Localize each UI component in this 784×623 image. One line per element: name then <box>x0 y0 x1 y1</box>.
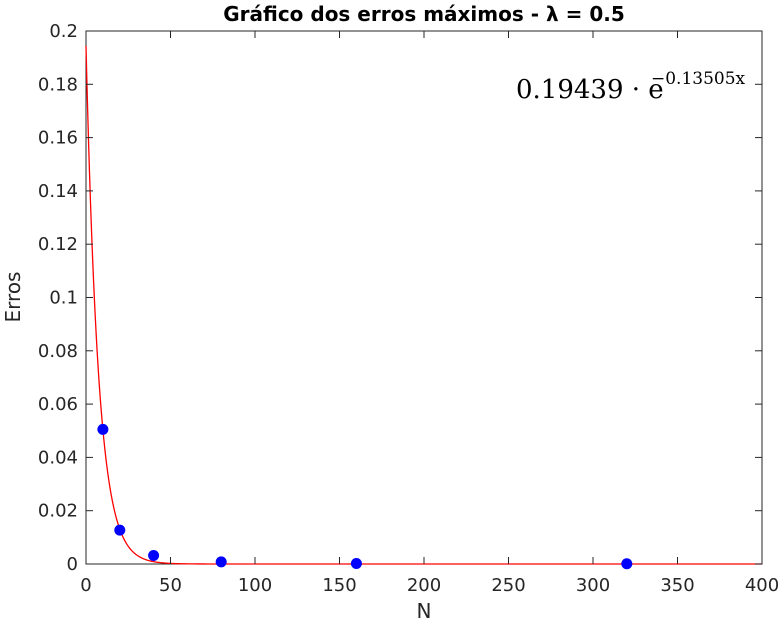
data-point <box>621 558 633 570</box>
x-axis: 0 50 100 150 200 250 300 350 400 <box>80 31 779 596</box>
annotation-base: 0.19439 · e <box>516 75 664 105</box>
plot-area <box>85 30 763 570</box>
data-point <box>215 556 227 568</box>
data-point <box>114 524 126 536</box>
y-tick-label: 0.12 <box>38 234 78 255</box>
data-point <box>97 423 109 435</box>
annotation-exponent: −0.13505x <box>651 69 746 89</box>
x-tick-label: 350 <box>660 575 694 596</box>
y-tick-label: 0.16 <box>38 128 78 149</box>
axes-box <box>85 30 763 565</box>
data-point <box>148 549 160 561</box>
data-point <box>350 557 362 569</box>
x-tick-label: 250 <box>491 575 525 596</box>
y-tick-label: 0.06 <box>38 394 78 415</box>
y-tick-label: 0.04 <box>38 447 78 468</box>
x-tick-label: 150 <box>322 575 356 596</box>
fit-equation-annotation: 0.19439 · e −0.13505x <box>516 69 746 105</box>
x-tick-label: 50 <box>159 575 182 596</box>
x-tick-label: 200 <box>407 575 441 596</box>
chart-title: Gráfico dos erros máximos - λ = 0.5 <box>223 2 625 26</box>
y-tick-label: 0.02 <box>38 501 78 522</box>
y-tick-label: 0.14 <box>38 181 78 202</box>
y-axis: 0 0.02 0.04 0.06 0.08 0.1 0.12 0.14 0.16 0.18 0.2 <box>38 21 762 575</box>
y-tick-label: 0 <box>67 554 78 575</box>
x-axis-label: N <box>417 599 432 623</box>
y-axis-label: Erros <box>1 272 25 323</box>
x-tick-label: 400 <box>745 575 779 596</box>
fit-curve <box>85 45 762 565</box>
x-tick-label: 0 <box>80 575 91 596</box>
x-tick-label: 300 <box>576 575 610 596</box>
y-tick-label: 0.18 <box>38 74 78 95</box>
y-tick-label: 0.2 <box>49 21 78 42</box>
x-tick-label: 100 <box>238 575 272 596</box>
y-tick-label: 0.1 <box>49 288 78 309</box>
y-tick-label: 0.08 <box>38 341 78 362</box>
